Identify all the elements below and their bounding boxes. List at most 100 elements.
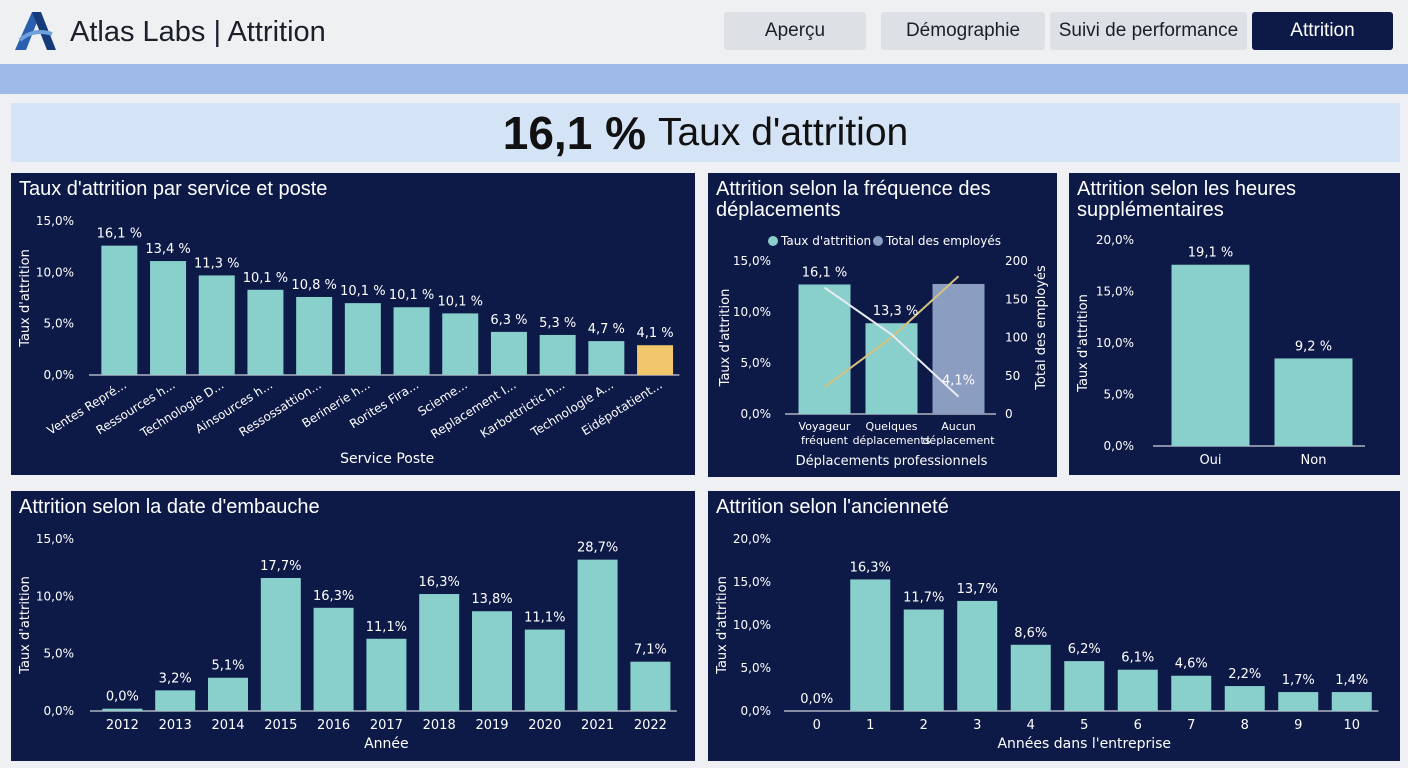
bar <box>198 275 235 375</box>
panel-title: Attrition selon la fréquence des déplace… <box>716 178 991 221</box>
data-label: 10,8 % <box>291 278 336 293</box>
y-tick-label: 0,0% <box>741 704 772 718</box>
bar-attrition <box>798 284 851 414</box>
y-tick-label: 5,0% <box>1104 388 1135 402</box>
x-tick-label: Ventes Repré... <box>45 378 129 438</box>
panel-title: Attrition selon la date d'embauche <box>19 496 320 518</box>
y2-axis-label: Total des employés <box>1034 265 1049 391</box>
data-label: 5,3 % <box>539 316 576 331</box>
x-tick-label: Replacement I... <box>428 378 518 442</box>
x-axis-label: Service Poste <box>340 451 434 467</box>
app-title: Atlas Labs | Attrition <box>70 16 326 48</box>
bar <box>296 296 333 375</box>
bar <box>1274 358 1353 446</box>
y-tick-label: 10,0% <box>733 618 771 632</box>
x-tick-label: 2022 <box>634 718 667 733</box>
x-tick-label: Quelques <box>866 420 918 433</box>
data-label: 16,1 % <box>97 227 142 242</box>
y-axis-label: Taux d'attrition <box>1076 294 1091 393</box>
y2-tick-label: 150 <box>1005 292 1028 306</box>
bar <box>577 559 618 711</box>
tab-apercu[interactable]: Aperçu <box>724 12 866 50</box>
y-tick-label: 10,0% <box>36 589 74 603</box>
bar <box>1171 675 1212 711</box>
bar <box>1278 692 1319 711</box>
bar <box>1331 692 1372 711</box>
x-tick-label: 2015 <box>264 718 297 733</box>
x-tick-label: 2012 <box>106 718 139 733</box>
y-axis-label: Taux d'attrition <box>18 249 33 348</box>
bar <box>344 303 381 375</box>
bar <box>102 708 143 711</box>
panel-title: Attrition selon les heures supplémentair… <box>1077 178 1297 221</box>
data-label: 19,1 % <box>1188 246 1233 261</box>
top-bar: Atlas Labs | Attrition Aperçu Démographi… <box>0 0 1408 64</box>
data-label: 16,3% <box>419 575 460 590</box>
line-attrition-rate <box>823 286 960 398</box>
x-tick-label: Technologie D... <box>137 378 226 441</box>
panel-attrition-by-tenure: Attrition selon l'ancienneté 0,0% 5,0% 10,… <box>708 491 1400 761</box>
y-tick-label: 20,0% <box>1096 233 1134 247</box>
data-label: 28,7% <box>577 541 618 556</box>
tab-attrition[interactable]: Attrition <box>1252 12 1393 50</box>
bar <box>630 661 671 711</box>
data-label: 2,2% <box>1228 667 1261 682</box>
x-tick-label: Aucun <box>941 420 976 433</box>
y-tick-label: 0,0% <box>44 368 75 382</box>
chart-attrition-by-tenure: 0,0%5,0%10,0%15,0%20,0%Taux d'attrition0… <box>715 532 1379 752</box>
data-label: 11,1% <box>524 611 565 626</box>
x-tick-label: Karbottrictic h... <box>478 378 567 441</box>
bar <box>472 611 512 711</box>
chart-attrition-by-travel: Taux d'attrition Total des employés 0,0% 5,… <box>718 234 1049 469</box>
x-tick-label: 0 <box>813 718 821 733</box>
data-label: 13,4 % <box>145 242 190 257</box>
bar <box>155 690 196 711</box>
x-tick-label: 10 <box>1343 718 1360 733</box>
legend-marker-employees <box>873 236 883 246</box>
bar-employees <box>932 283 985 414</box>
y-tick-label: 15,0% <box>733 254 771 268</box>
tab-suivi-performance[interactable]: Suivi de performance <box>1050 12 1247 50</box>
kpi-label: Taux d'attrition <box>657 110 909 154</box>
y-tick-label: 5,0% <box>741 661 772 675</box>
x-tick-label: 7 <box>1187 718 1195 733</box>
x-tick-label: 8 <box>1241 718 1249 733</box>
tab-demographie[interactable]: Démographie <box>881 12 1045 50</box>
x-tick-label: Oui <box>1199 453 1221 468</box>
bar <box>903 609 944 711</box>
bar <box>1117 669 1158 711</box>
x-axis-label: Déplacements professionnels <box>796 454 988 469</box>
data-label: 8,6% <box>1014 626 1047 641</box>
chart-attrition-by-department: 0,0% 5,0% 10,0% 15,0% Taux d'attrition 16,1 %… <box>18 214 680 467</box>
y-tick-label: 15,0% <box>36 532 74 546</box>
x-tick-label: 2018 <box>423 718 456 733</box>
data-label: 5,1% <box>211 659 244 674</box>
panel-attrition-by-overtime: Attrition selon les heures supplémentair… <box>1069 173 1400 475</box>
x-tick-label: 2014 <box>211 718 244 733</box>
x-axis-label: Années dans l'entreprise <box>997 736 1171 752</box>
bar <box>419 594 460 711</box>
panel-title: Attrition selon l'ancienneté <box>716 496 949 518</box>
data-label: 10,1 % <box>340 284 385 299</box>
data-label: 1,7% <box>1282 673 1315 688</box>
data-label: 11,3 % <box>194 256 239 271</box>
data-label: 13,8% <box>471 592 512 607</box>
bar <box>208 677 248 711</box>
data-label: 0,0% <box>800 692 833 707</box>
bar <box>393 307 430 375</box>
bar <box>1224 686 1265 711</box>
bar <box>101 245 138 375</box>
data-label: 16,1 % <box>802 265 847 280</box>
x-tick-label: 2 <box>920 718 928 733</box>
bar <box>539 334 576 375</box>
data-label: 10,1 % <box>243 271 288 286</box>
y-tick-label: 10,0% <box>733 305 771 319</box>
x-axis-label: Année <box>364 736 409 752</box>
bar <box>247 289 284 375</box>
kpi-banner: 16,1 % Taux d'attrition <box>11 103 1400 162</box>
x-tick-label: 2019 <box>475 718 508 733</box>
bar <box>1064 661 1105 711</box>
data-label: 9,2 % <box>1295 339 1332 354</box>
kpi-value: 16,1 % <box>502 106 646 159</box>
data-label: 13,7% <box>957 582 998 597</box>
